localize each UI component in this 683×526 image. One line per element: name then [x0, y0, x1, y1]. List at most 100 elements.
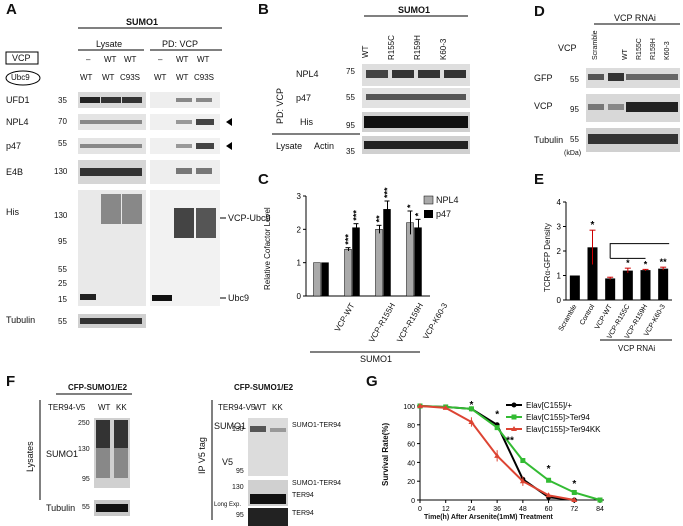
panel-e-xtick: VCP-R155C [606, 304, 631, 341]
panel-c-sumo-label: SUMO1 [360, 354, 393, 364]
panel-g-point [546, 477, 552, 483]
panel-c-xtick-k60-3: VCP-K60-3 [421, 301, 450, 342]
panel-f-title-right: CFP-SUMO1/E2 [234, 383, 294, 392]
panel-c-xtick-wt: VCP-WT [332, 301, 357, 334]
panel-e-bar [605, 278, 616, 300]
panel-e-xgroup: VCP RNAi [618, 344, 656, 353]
panel-c-bar [375, 229, 383, 297]
panel-g-point [494, 452, 501, 458]
panel-a-ubc9-col2: WT [102, 73, 115, 82]
panel-c-ytick-label: 2 [297, 225, 302, 234]
panel-a-vcp-col4: – [158, 55, 163, 64]
panel-c-bar [406, 222, 414, 297]
panel-a-ubc9-band-label: Ubc9 [228, 293, 250, 303]
panel-g-point [494, 425, 500, 431]
panel-g-star: * [469, 400, 473, 411]
panel-b-row-his: His [300, 117, 313, 127]
panel-a-mw-70: 70 [58, 117, 67, 126]
panel-d-title: VCP RNAi [614, 13, 656, 23]
panel-f-mw-95l: 95 [82, 476, 90, 483]
panel-c-bar [383, 209, 391, 297]
panel-e-bar [587, 247, 598, 300]
panel-b-pd-label: PD: VCP [275, 87, 285, 124]
panel-c-legend-swatch-p47 [424, 210, 433, 218]
panel-d-col-wt: WT [622, 49, 629, 60]
panel-c-star: *** [344, 234, 354, 245]
panel-g-point [597, 497, 603, 503]
panel-c-legend-p47: p47 [436, 209, 452, 219]
panel-d-col-scramble: Scramble [592, 30, 599, 60]
panel-c-legend-swatch-npl4 [423, 195, 434, 205]
panel-e-xtick: Control [579, 303, 597, 326]
panel-g-star: * [547, 464, 551, 475]
panel-a-mw-15: 15 [58, 295, 67, 304]
panel-f-ter94-right: TER94-V5 [218, 403, 256, 412]
panel-d-kda: (kDa) [564, 150, 582, 157]
panel-g-point [519, 478, 526, 484]
panel-b-col-r159h: R159H [413, 35, 422, 60]
panel-a-vcp-ubc9-label: VCP-Ubc9 [228, 213, 271, 223]
panel-e-ytick-label: 3 [557, 223, 562, 232]
panel-e-star: * [626, 258, 630, 268]
panel-d-col-k60-3: K60-3 [664, 41, 671, 60]
panel-f-mw-55l: 55 [82, 504, 90, 511]
panel-g-point [520, 476, 526, 482]
panel-a-row-ufd1: UFD1 [6, 95, 30, 105]
panel-f-ter94-b: TER94 [292, 510, 314, 517]
panel-f-mw-130l: 130 [78, 446, 90, 453]
panel-a-ubc9-col6: C93S [194, 73, 215, 82]
panel-b-mw-35: 35 [346, 147, 355, 156]
panel-a-row-e4b: E4B [6, 167, 24, 177]
panel-letter-f: F [6, 373, 16, 390]
panel-a-vcp-col2: WT [104, 55, 117, 64]
panel-a-row-npl4: NPL4 [6, 117, 29, 127]
panel-g-point [443, 404, 449, 410]
panel-a-ubc9-col1: WT [80, 73, 93, 82]
panel-g-legend-label: Elav[C155]/+ [526, 401, 572, 410]
panel-a-mw-55c: 55 [58, 317, 67, 326]
panel-g-legend-label: Elav[C155]>Ter94 [526, 413, 590, 422]
panel-d-vcp-label: VCP [558, 43, 577, 53]
panel-a-ubc9-ellipse-label: Ubc9 [11, 73, 30, 82]
panel-c-ytick-label: 0 [297, 292, 302, 301]
panel-c-bar [414, 227, 422, 297]
panel-d-mw-55a: 55 [570, 75, 579, 84]
panel-e-bar [622, 270, 633, 300]
panel-g-point [417, 403, 423, 409]
panel-d-row-vcp: VCP [534, 101, 553, 111]
panel-c-ytick-label: 1 [297, 259, 302, 268]
panel-a-row-his: His [6, 207, 19, 217]
panel-g-xtick-label: 0 [418, 506, 422, 513]
panel-g-point [571, 497, 578, 502]
panel-g-series-line [419, 405, 601, 501]
panel-b-row-p47: p47 [296, 93, 312, 103]
panel-e-bar [569, 275, 580, 300]
panel-a-vcp-col6: WT [197, 55, 210, 64]
panel-e-star-control: * [591, 220, 595, 231]
panel-g-ytick-label: 0 [411, 498, 415, 505]
panel-g-point [443, 404, 449, 410]
panel-c-legend-npl4: NPL4 [436, 195, 459, 205]
panel-g-point [442, 404, 449, 410]
panel-a-sumo-label: SUMO1 [126, 17, 159, 27]
panel-f-kk-right: KK [272, 403, 283, 412]
panel-f-kk-left: KK [116, 403, 127, 412]
panel-c-bar [321, 262, 329, 297]
panel-c-star: * [414, 212, 424, 216]
panel-b-row-actin: Actin [314, 141, 335, 151]
panel-a-mw-130a: 130 [54, 167, 68, 176]
panel-c-ylabel: Relative Cofactor Level [263, 207, 272, 290]
panel-e-xtick: VCP-WT [594, 303, 614, 331]
panel-g-ytick-label: 40 [407, 460, 415, 467]
panel-letter-c: C [258, 171, 269, 188]
panel-b-col-wt: WT [361, 45, 370, 58]
panel-letter-d: D [534, 3, 545, 20]
panel-d-row-gfp: GFP [534, 73, 553, 83]
panel-g-ytick-label: 80 [407, 423, 415, 430]
panel-f-v5-right: V5 [222, 457, 234, 467]
panel-letter-a: A [6, 1, 17, 18]
panel-g-point [520, 458, 526, 464]
panel-e-bar [640, 270, 651, 300]
panel-f-mw-95r: 95 [236, 468, 244, 475]
panel-f-mw-250: 250 [78, 420, 90, 427]
